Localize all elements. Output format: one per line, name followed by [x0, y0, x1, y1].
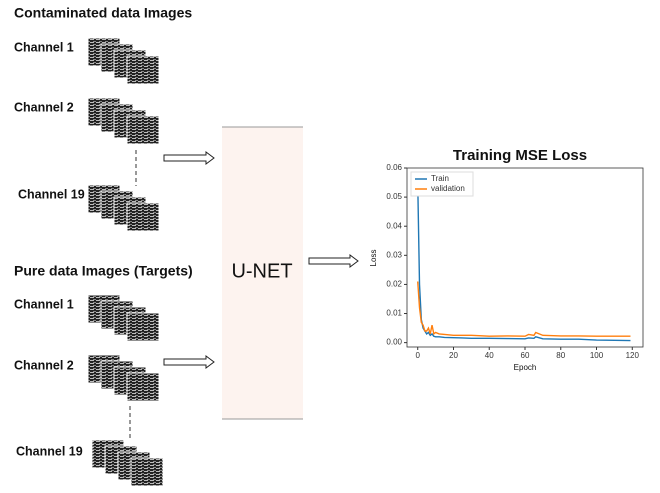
model-label: U-NET: [231, 260, 292, 282]
line-series: [418, 183, 631, 341]
image-tile: [127, 313, 159, 341]
legend-label: Train: [431, 174, 449, 183]
legend-label: validation: [431, 184, 465, 193]
channel-label: Channel 1: [14, 40, 74, 54]
channel-label: Channel 2: [14, 100, 74, 114]
y-tick-label: 0.03: [386, 250, 402, 259]
x-tick-label: 120: [626, 351, 640, 360]
image-tile: [127, 203, 159, 231]
channel-label: Channel 2: [14, 358, 74, 372]
image-tile: [127, 373, 159, 401]
channel-label: Channel 19: [18, 187, 85, 201]
section-title: Contaminated data Images: [14, 5, 192, 21]
x-tick-label: 80: [556, 351, 565, 360]
arrow: [164, 152, 214, 164]
channel-label: Channel 1: [14, 297, 74, 311]
y-tick-label: 0.01: [386, 309, 402, 318]
arrow: [309, 255, 358, 267]
y-axis-label: Loss: [369, 250, 378, 267]
image-tile: [127, 116, 159, 144]
x-tick-label: 100: [590, 351, 604, 360]
channel-label: Channel 19: [16, 444, 83, 458]
x-tick-label: 60: [521, 351, 530, 360]
arrow: [164, 356, 214, 368]
y-tick-label: 0.04: [386, 221, 402, 230]
x-tick-label: 20: [449, 351, 458, 360]
figure: Contaminated data Images Channel 1 Chann…: [0, 0, 660, 493]
y-tick-label: 0.06: [386, 163, 402, 172]
y-tick-label: 0.00: [386, 338, 402, 347]
image-tile: [127, 56, 159, 84]
x-tick-label: 40: [485, 351, 494, 360]
line-series: [418, 282, 631, 337]
chart-title: Training MSE Loss: [453, 147, 587, 164]
x-tick-label: 0: [416, 351, 421, 360]
x-axis-label: Epoch: [514, 363, 537, 372]
image-tile: [131, 458, 163, 486]
y-tick-label: 0.02: [386, 280, 402, 289]
y-tick-label: 0.05: [386, 192, 402, 201]
section-title: Pure data Images (Targets): [14, 263, 193, 279]
